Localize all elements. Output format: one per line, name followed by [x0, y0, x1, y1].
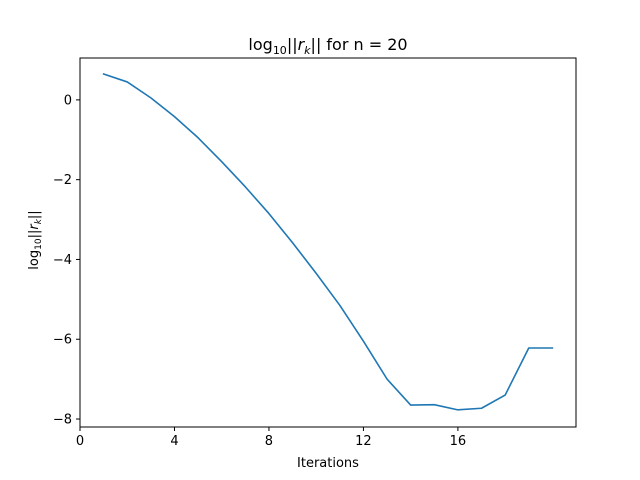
title-norm-close: ||: [311, 35, 322, 54]
series-line-0: [102, 72, 554, 411]
title-log-subscript: 10: [273, 44, 287, 57]
title-norm-open: ||: [287, 35, 298, 54]
ylabel-log: log: [27, 250, 42, 270]
y-tick-label: −4: [53, 253, 72, 268]
ylabel-variable: r: [27, 223, 42, 230]
y-tick-label: 0: [64, 93, 72, 108]
title-suffix: for n = 20: [321, 35, 407, 54]
ylabel-norm-open: ||: [27, 230, 42, 239]
x-tick-label: 4: [170, 434, 178, 449]
x-tick-label: 8: [265, 434, 273, 449]
title-log: log: [248, 35, 272, 54]
title-variable-subscript: k: [304, 44, 311, 57]
x-tick-label: 12: [355, 434, 372, 449]
plot-frame: [79, 57, 577, 428]
ylabel-log-subscript: 10: [34, 238, 44, 250]
x-tick-label: 16: [450, 434, 467, 449]
y-tick-label: −2: [53, 173, 72, 188]
chart-title: log10||rk|| for n = 20: [248, 35, 407, 57]
title-variable: r: [298, 35, 306, 54]
x-tick-label: 0: [76, 434, 84, 449]
y-tick-label: −6: [53, 333, 72, 348]
y-tick-label: −8: [53, 413, 72, 428]
x-axis-title: Iterations: [297, 456, 359, 471]
ylabel-variable-subscript: k: [34, 218, 44, 224]
ylabel-norm-close: ||: [27, 210, 42, 219]
plot-area: 0 4 8 12 16 0 −2 −4 −6 −8: [53, 57, 577, 449]
y-axis-title: log10||rk||: [27, 210, 44, 269]
